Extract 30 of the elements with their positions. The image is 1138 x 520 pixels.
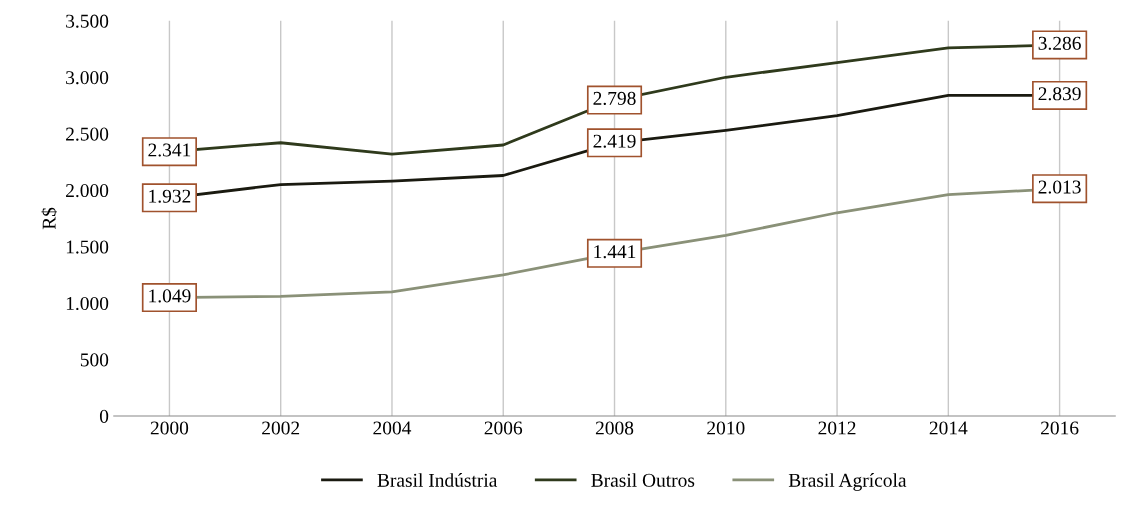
legend-label: Brasil Indústria xyxy=(377,473,498,487)
y-tick-label: 3.000 xyxy=(66,71,109,85)
x-tick-label: 2010 xyxy=(707,421,745,435)
data-label: 1.932 xyxy=(149,189,191,203)
x-tick-label: 2002 xyxy=(262,421,300,435)
legend-label: Brasil Agrícola xyxy=(788,473,907,491)
x-tick-label: 2000 xyxy=(150,421,189,435)
data-label: 3.286 xyxy=(1038,36,1081,50)
data-label: 2.013 xyxy=(1038,180,1081,194)
data-label: 2.341 xyxy=(148,143,191,157)
data-label: 2.419 xyxy=(593,134,636,148)
data-label: 2.839 xyxy=(1038,87,1081,101)
x-tick-label: 2006 xyxy=(484,421,523,435)
legend-label: Brasil Outros xyxy=(591,473,695,487)
y-tick-label: 500 xyxy=(80,353,109,367)
y-tick-label: 1.000 xyxy=(66,296,109,311)
x-tick-label: 2008 xyxy=(595,421,634,435)
y-tick-label: 2.000 xyxy=(66,183,109,198)
y-tick-label: 1.500 xyxy=(66,240,109,254)
data-label: 2.798 xyxy=(593,91,636,106)
data-label: 1.049 xyxy=(149,289,191,303)
y-tick-label: 0 xyxy=(99,409,109,423)
x-tick-label: 2012 xyxy=(818,421,856,435)
data-label: 1.441 xyxy=(594,245,636,259)
y-tick-label: 2.500 xyxy=(66,127,109,141)
x-tick-label: 2016 xyxy=(1041,421,1079,435)
y-axis-title: R$ xyxy=(41,207,57,230)
x-tick-label: 2014 xyxy=(929,421,968,435)
y-tick-label: 3.500 xyxy=(66,14,109,28)
x-tick-label: 2004 xyxy=(373,421,412,435)
